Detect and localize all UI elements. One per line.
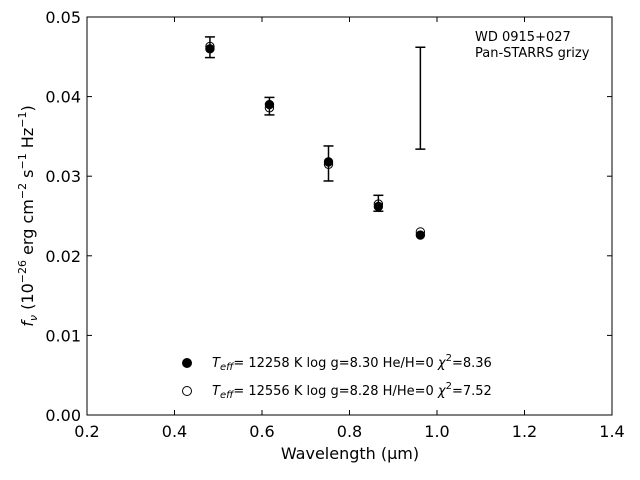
x-axis-ticks: 0.2 0.4 0.6 0.8 1.0 1.2 1.4	[74, 17, 625, 441]
x-tick-label: 0.8	[337, 422, 362, 441]
y-axis-ticks: 0.00 0.01 0.02 0.03 0.04 0.05	[45, 8, 612, 425]
model-points	[205, 41, 426, 240]
annotation-line-2: Pan-STARRS grizy	[475, 46, 590, 61]
open-model-point	[323, 159, 334, 169]
x-tick-label: 0.6	[249, 422, 274, 441]
legend-label-2: Teff= 12556 K log g=8.28 H/He=0 χ2=7.52	[212, 381, 492, 401]
filled-model-point	[264, 99, 275, 110]
y-tick-label: 0.03	[45, 167, 81, 186]
filled-model-point	[415, 230, 426, 240]
open-model-point	[373, 199, 384, 209]
legend-marker-filled	[182, 358, 192, 368]
y-tick-label: 0.02	[45, 247, 81, 266]
filled-model-point	[373, 201, 384, 212]
legend-label-1: Teff= 12258 K log g=8.30 He/H=0 χ2=8.36	[212, 353, 492, 373]
open-model-point	[264, 103, 275, 113]
filled-model-point	[205, 44, 215, 54]
x-tick-label: 0.2	[74, 422, 99, 441]
annotation-line-1: WD 0915+027	[475, 30, 571, 45]
y-tick-label: 0.05	[45, 8, 81, 27]
open-model-point	[205, 41, 215, 52]
legend-marker-open	[182, 386, 192, 396]
x-tick-label: 1.0	[424, 422, 449, 441]
y-tick-label: 0.04	[45, 88, 81, 107]
open-model-point	[415, 227, 426, 237]
observed-error-bars	[204, 36, 426, 212]
legend: Teff= 12258 K log g=8.30 He/H=0 χ2=8.36 …	[182, 353, 492, 401]
x-tick-label: 1.2	[512, 422, 537, 441]
x-tick-label: 0.4	[162, 422, 187, 441]
y-tick-label: 0.01	[45, 326, 81, 345]
y-tick-label: 0.00	[45, 406, 81, 425]
error-bar	[415, 46, 426, 150]
y-axis-label: fν (10−26 erg cm−2 s−1 Hz−1)	[16, 105, 40, 326]
x-tick-label: 1.4	[599, 422, 624, 441]
x-axis-label: Wavelength (μm)	[281, 444, 419, 463]
filled-model-point	[323, 157, 334, 167]
